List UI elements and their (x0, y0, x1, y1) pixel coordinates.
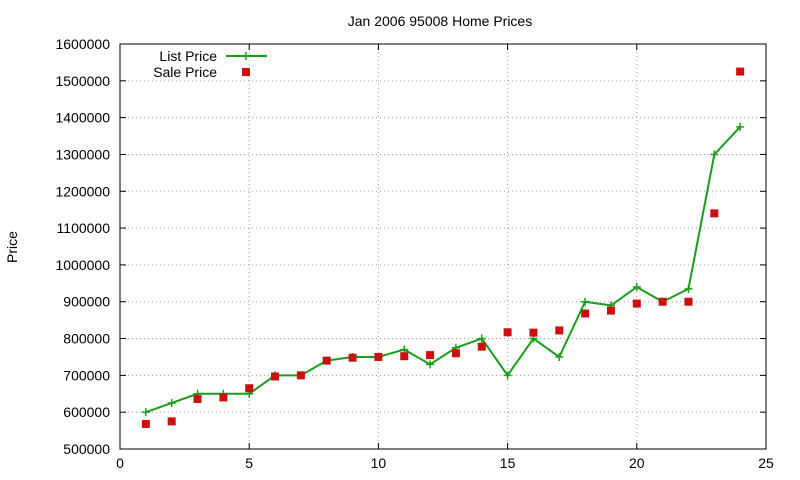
list-price-point (503, 371, 512, 380)
sale-price-point (245, 384, 254, 393)
legend-label: List Price (159, 48, 217, 64)
plot-frame (119, 43, 767, 450)
sale-price-point (193, 394, 202, 403)
sale-price-point (684, 297, 693, 306)
sale-price-point (477, 342, 486, 351)
x-tick-label: 25 (758, 455, 774, 471)
list-price-point (426, 360, 435, 369)
sale-price-point (426, 351, 435, 360)
sale-price-point (141, 419, 150, 428)
list-price-point (684, 284, 693, 293)
sale-price-point (736, 67, 745, 76)
list-price-point (167, 398, 176, 407)
sale-price-point (658, 297, 667, 306)
list-price-point (736, 122, 745, 131)
sale-price-point (451, 349, 460, 358)
y-tick-label: 700000 (63, 367, 110, 383)
x-axis: 0 5 10 15 20 25 (116, 44, 774, 471)
sale-price-point (555, 326, 564, 335)
y-tick-label: 600000 (63, 404, 110, 420)
sale-price-point (167, 417, 176, 426)
x-tick-label: 10 (371, 455, 387, 471)
legend-label: Sale Price (153, 64, 217, 80)
list-price-point (632, 283, 641, 291)
y-tick-label: 1400000 (55, 110, 110, 126)
sale-price-point (271, 372, 280, 381)
list-price-point (141, 408, 150, 417)
sale-price-point (529, 328, 538, 337)
x-tick-label: 15 (500, 455, 516, 471)
list-price-point (555, 352, 564, 361)
y-tick-label: 1500000 (55, 73, 110, 89)
sale-price-point (581, 309, 590, 318)
x-tick-label: 0 (116, 455, 124, 471)
sale-price-point (710, 209, 719, 218)
sale-price-point (632, 299, 641, 308)
y-tick-label: 900000 (63, 294, 110, 310)
y-tick-label: 1100000 (57, 220, 111, 236)
sale-price-point (322, 356, 331, 365)
y-tick-label: 500000 (63, 441, 110, 457)
sale-price-point (219, 393, 228, 402)
y-tick-label: 1600000 (55, 36, 110, 52)
sale-price-point (503, 328, 512, 337)
legend-swatch-marker (242, 68, 250, 76)
y-tick-label: 1000000 (55, 257, 110, 273)
y-axis: 500000 600000 700000 800000 900000 1000000 110… (55, 36, 766, 457)
plot-series (141, 67, 745, 428)
chart-title: Jan 2006 95008 Home Prices (348, 13, 532, 29)
y-axis-label: Price (4, 231, 20, 263)
x-tick-label: 20 (629, 455, 645, 471)
list-price-line (145, 126, 741, 414)
y-tick-label: 1300000 (55, 146, 110, 162)
sale-price-point (374, 352, 383, 361)
list-price-point (710, 150, 719, 159)
legend-swatch-marker (242, 52, 250, 60)
sale-price-point (296, 371, 305, 380)
y-tick-label: 800000 (63, 331, 110, 347)
grid-lines (120, 44, 766, 449)
y-tick-label: 1200000 (55, 183, 110, 199)
sale-price-point (606, 306, 615, 315)
sale-price-point (400, 352, 409, 361)
list-price-point (477, 334, 486, 343)
sale-price-point (348, 353, 357, 362)
list-price-point (581, 297, 590, 306)
x-tick-label: 5 (245, 455, 253, 471)
